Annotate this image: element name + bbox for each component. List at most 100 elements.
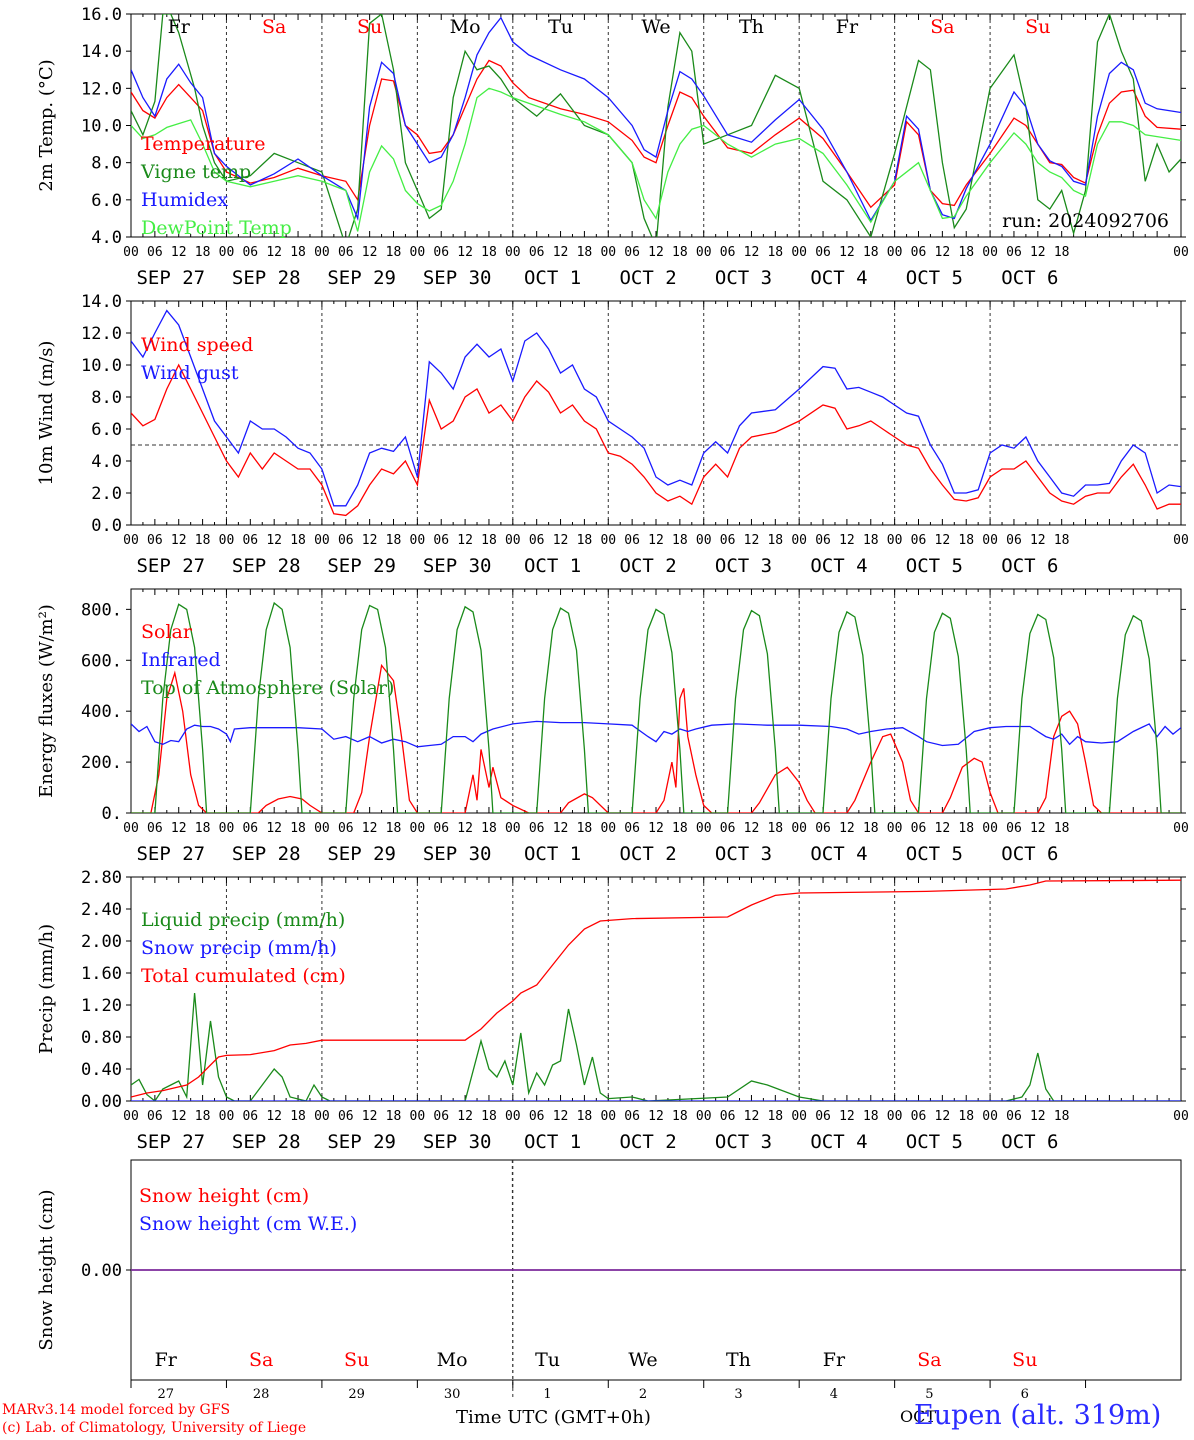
hour-tick-label: 12: [171, 533, 187, 548]
hour-tick-label: 12: [935, 245, 951, 260]
day-number-label: 2: [639, 1387, 647, 1402]
y-tick-label: 14.0: [81, 42, 122, 62]
hour-tick-label: 12: [553, 245, 569, 260]
hour-tick-label: 06: [433, 245, 449, 260]
hour-tick-label: 12: [171, 1109, 187, 1124]
y-tick-label: 6.0: [91, 420, 122, 440]
x-axis-title: Time UTC (GMT+0h): [456, 1407, 651, 1428]
hour-tick-label: 00: [600, 821, 616, 836]
y-tick-label: 800.: [81, 600, 122, 620]
hour-tick-label: 06: [529, 245, 545, 260]
hour-tick-label: 06: [720, 821, 736, 836]
y-axis-title: 2m Temp. (°C): [36, 59, 57, 191]
date-label: OCT 3: [715, 555, 772, 577]
hour-tick-label: 18: [672, 1109, 688, 1124]
hour-tick-label: 00: [505, 821, 521, 836]
hour-tick-label: 18: [195, 821, 211, 836]
hour-tick-label: 12: [1030, 1109, 1046, 1124]
hour-tick-label: 18: [290, 245, 306, 260]
hour-tick-label: 18: [386, 245, 402, 260]
date-label: SEP 29: [327, 267, 396, 289]
weekday-label: Sa: [917, 1349, 941, 1371]
hour-tick-label: 00: [505, 1109, 521, 1124]
hour-tick-label: 06: [720, 245, 736, 260]
hour-tick-label: 12: [1030, 533, 1046, 548]
hour-tick-label: 18: [1054, 245, 1070, 260]
hour-tick-label: 00: [410, 245, 426, 260]
hour-tick-label: 00: [505, 533, 521, 548]
panel-3: 0. 200. 400. 600. 800. Energy fluxes (W/m²) So…: [36, 588, 1189, 865]
hour-tick-label: 06: [1006, 245, 1022, 260]
y-tick-label: 2.40: [81, 900, 122, 920]
hour-tick-label: 18: [672, 533, 688, 548]
date-label: SEP 30: [423, 267, 492, 289]
hour-tick-label: 06: [624, 245, 640, 260]
hour-tick-label: 18: [1054, 1109, 1070, 1124]
hour-tick-label: 18: [386, 533, 402, 548]
y-tick-label: 0.80: [81, 1028, 122, 1048]
series-line: [131, 363, 1181, 517]
y-tick-label: 14.0: [81, 292, 122, 312]
date-label: OCT 5: [906, 267, 963, 289]
weekday-label: Tu: [535, 1349, 560, 1371]
weekday-label: Sa: [249, 1349, 273, 1371]
hour-tick-label: 18: [386, 821, 402, 836]
hour-tick-label: 12: [744, 245, 760, 260]
hour-tick-label: 18: [577, 533, 593, 548]
hour-tick-label: 00: [696, 821, 712, 836]
hour-tick-label: 00: [410, 1109, 426, 1124]
hour-tick-label: 06: [242, 1109, 258, 1124]
legend-entry: Infrared: [141, 649, 221, 671]
hour-tick-label: 00: [314, 821, 330, 836]
hour-tick-label: 00: [791, 533, 807, 548]
y-tick-label: 2.00: [81, 932, 122, 952]
date-label: SEP 28: [232, 843, 301, 865]
hour-tick-label: 00: [219, 821, 235, 836]
date-label: OCT 6: [1001, 843, 1058, 865]
hour-tick-label: 00: [1173, 821, 1189, 836]
y-tick-label: 10.0: [81, 356, 122, 376]
weekday-label: Su: [357, 16, 382, 38]
hour-tick-label: 12: [935, 533, 951, 548]
day-number-label: 30: [444, 1387, 461, 1402]
date-label: OCT 5: [906, 843, 963, 865]
hour-tick-label: 18: [863, 1109, 879, 1124]
hour-tick-label: 00: [219, 533, 235, 548]
date-label: SEP 27: [136, 555, 205, 577]
hour-tick-label: 12: [839, 245, 855, 260]
hour-tick-label: 06: [815, 245, 831, 260]
date-label: SEP 28: [232, 1131, 301, 1153]
hour-tick-label: 12: [362, 821, 378, 836]
weekday-label: We: [641, 16, 670, 38]
hour-tick-label: 12: [171, 245, 187, 260]
series-line: [131, 16, 1181, 222]
day-number-label: 29: [348, 1387, 365, 1402]
hour-tick-label: 00: [123, 1109, 139, 1124]
legend-entry: Wind gust: [141, 362, 239, 384]
hour-tick-label: 12: [266, 245, 282, 260]
hour-tick-label: 06: [338, 821, 354, 836]
hour-tick-label: 06: [338, 1109, 354, 1124]
hour-tick-label: 00: [1173, 245, 1189, 260]
hour-tick-label: 06: [242, 533, 258, 548]
hour-tick-label: 06: [911, 245, 927, 260]
hour-tick-label: 12: [553, 821, 569, 836]
hour-tick-label: 06: [720, 533, 736, 548]
y-tick-label: 4.0: [91, 228, 122, 248]
y-tick-label: 12.0: [81, 79, 122, 99]
hour-tick-label: 12: [1030, 245, 1046, 260]
weekday-label: Sa: [930, 16, 954, 38]
hour-tick-label: 00: [410, 533, 426, 548]
hour-tick-label: 06: [242, 821, 258, 836]
legend-entry: Vigne temp: [140, 161, 251, 183]
model-credit: MARv3.14 model forced by GFS: [2, 1402, 231, 1418]
date-label: SEP 29: [327, 843, 396, 865]
y-tick-label: 0.40: [81, 1060, 122, 1080]
hour-tick-label: 00: [314, 1109, 330, 1124]
hour-tick-label: 06: [815, 1109, 831, 1124]
hour-tick-label: 18: [1054, 533, 1070, 548]
hour-tick-label: 12: [839, 821, 855, 836]
date-label: OCT 2: [619, 267, 676, 289]
hour-tick-label: 06: [529, 533, 545, 548]
date-label: SEP 27: [136, 1131, 205, 1153]
